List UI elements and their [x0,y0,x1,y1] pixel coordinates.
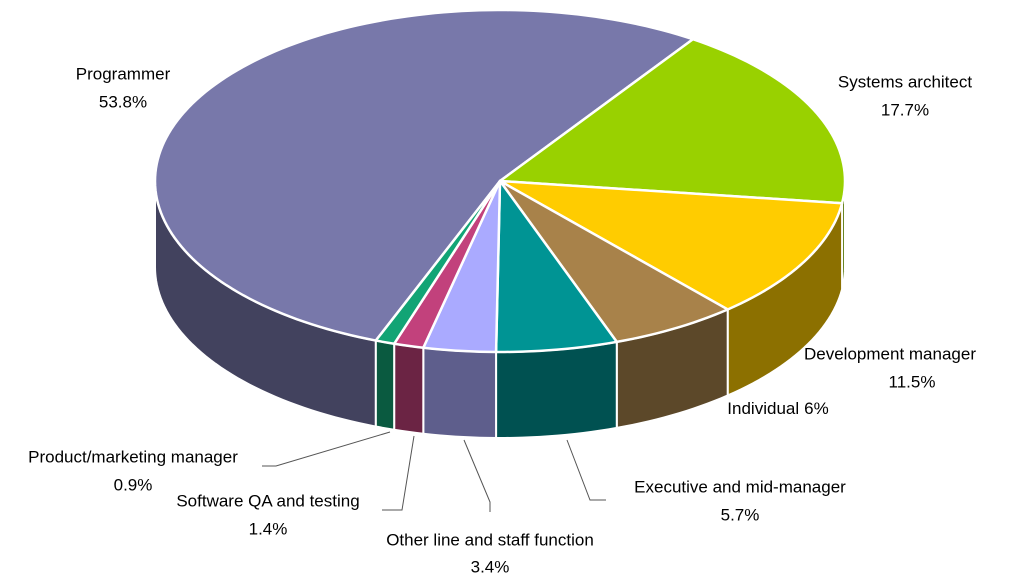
slice [153,8,695,342]
value-label: 0.9% [114,475,153,494]
pie-sides [154,180,846,440]
leader-line [566,439,606,501]
category-label: Other line and staff function [386,530,594,549]
leader-line [382,435,415,511]
slice [494,179,619,354]
category-label: Development manager [804,344,976,363]
pie-tops [153,8,847,354]
labels: Programmer 53.8% Systems architect 17.7% Dev… [28,64,976,576]
slice [498,179,844,311]
slice [498,37,847,205]
value-label: 53.8% [99,92,147,111]
slice-side [495,340,618,439]
slice-side [374,339,396,431]
value-label: 1.4% [249,519,288,538]
category-label: Product/marketing manager [28,447,238,466]
value-label: 11.5% [889,372,936,391]
slice-side [393,342,425,435]
category-label: Programmer [76,64,171,83]
slice [374,179,502,346]
category-label: Executive and mid-manager [634,477,846,496]
leader-lines [262,431,606,512]
slice [498,179,729,344]
leader-line [262,431,391,467]
value-label: 3.4% [471,557,510,576]
value-label: 6% [804,399,829,418]
value-label: 5.7% [721,505,760,524]
slice-side [422,346,498,440]
category-label: Individual [727,399,799,418]
value-label: 17.7% [881,100,929,119]
category-label: Systems architect [838,72,972,91]
category-label: Software QA and testing [176,491,359,510]
label: Individual 6% [727,399,828,418]
leader-line [463,439,491,512]
